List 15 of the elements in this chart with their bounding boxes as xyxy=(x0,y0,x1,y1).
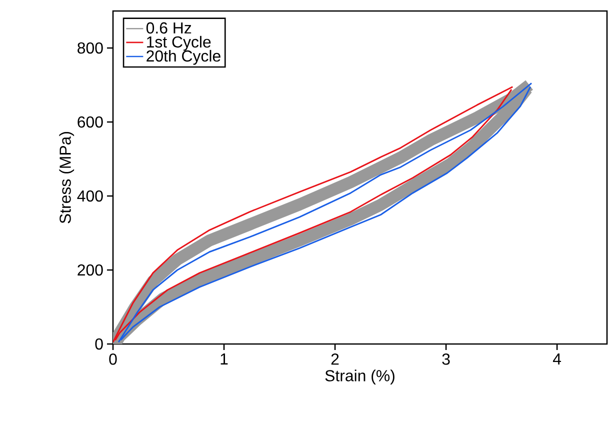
y-tick-label: 200 xyxy=(78,264,103,276)
x-tick-label: 4 xyxy=(552,354,562,364)
x-tick-label: 3 xyxy=(442,354,450,365)
x-tick-label: 1 xyxy=(220,354,228,364)
y-axis-title: Stress (MPa) xyxy=(59,132,74,224)
y-tick-label: 400 xyxy=(77,190,103,202)
x-tick-label: 0 xyxy=(109,354,117,365)
legend-label: 0.6 Hz xyxy=(146,22,192,34)
legend-label: 20th Cycle xyxy=(146,50,220,65)
x-axis-title: Strain (%) xyxy=(325,370,394,384)
x-tick-label: 2 xyxy=(331,354,339,365)
y-tick-label: 600 xyxy=(78,116,103,128)
legend-label: 1st Cycle xyxy=(147,36,211,51)
y-tick-label: 800 xyxy=(78,42,103,54)
y-tick-label: 0 xyxy=(95,338,103,350)
